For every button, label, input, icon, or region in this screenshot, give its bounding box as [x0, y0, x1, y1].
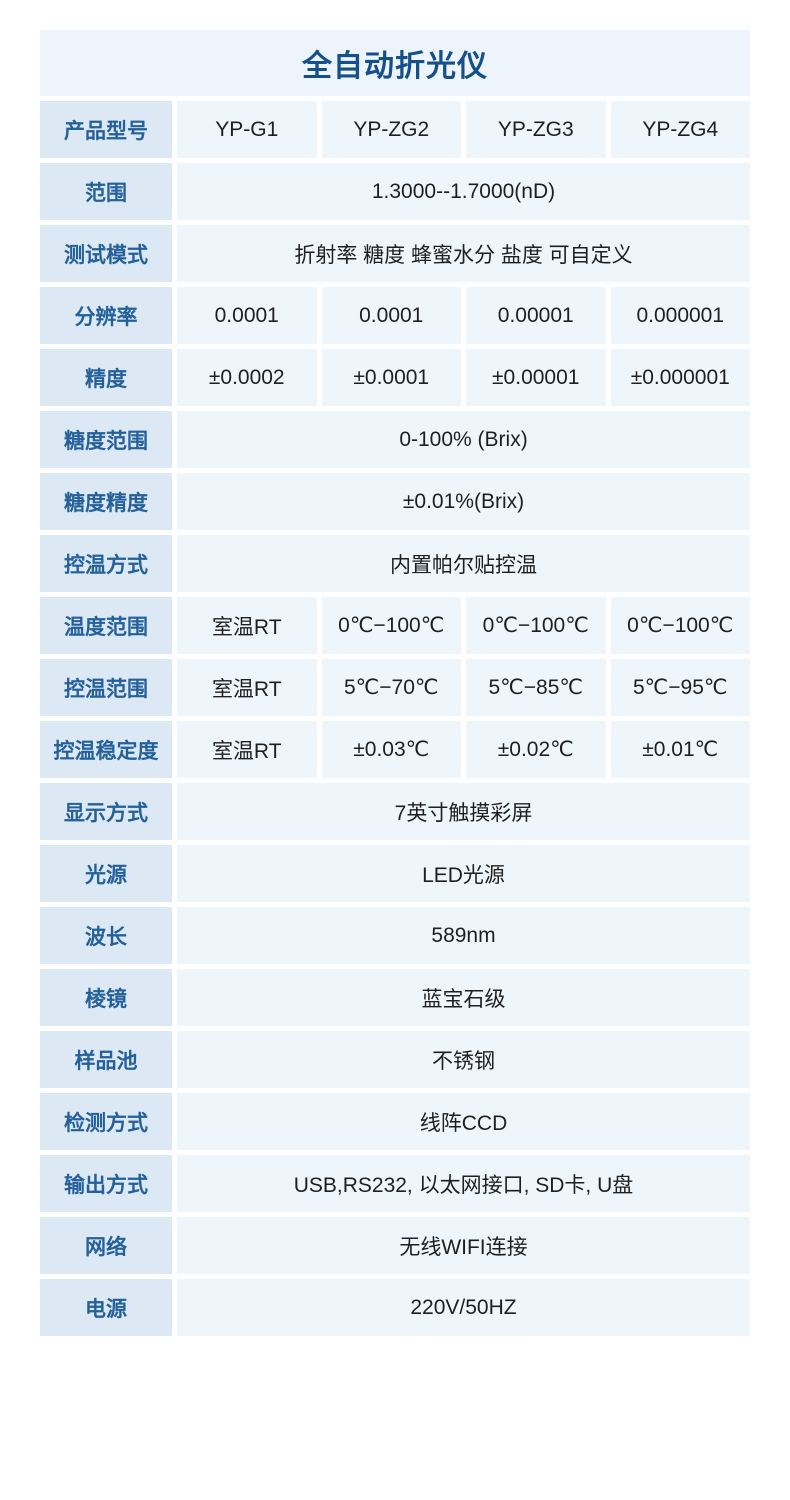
spec-value: 室温RT	[177, 721, 317, 778]
spec-value: 1.3000--1.7000(nD)	[177, 163, 750, 220]
spec-label: 网络	[40, 1217, 172, 1274]
spec-value: ±0.0002	[177, 349, 317, 406]
spec-label: 控温稳定度	[40, 721, 172, 778]
spec-value: YP-ZG4	[610, 101, 750, 158]
spec-label: 精度	[40, 349, 172, 406]
table-row: 控温稳定度 室温RT ±0.03℃ ±0.02℃ ±0.01℃	[40, 721, 750, 778]
table-row: 样品池 不锈钢	[40, 1031, 750, 1088]
spec-label: 检测方式	[40, 1093, 172, 1150]
spec-value: 蓝宝石级	[177, 969, 750, 1026]
spec-value: 0-100% (Brix)	[177, 411, 750, 468]
spec-value: 线阵CCD	[177, 1093, 750, 1150]
spec-value: 0.00001	[466, 287, 606, 344]
spec-table: 全自动折光仪 产品型号 YP-G1 YP-ZG2 YP-ZG3 YP-ZG4 范…	[40, 30, 750, 1336]
table-row: 波长 589nm	[40, 907, 750, 964]
spec-value: YP-ZG3	[466, 101, 606, 158]
spec-label: 样品池	[40, 1031, 172, 1088]
page-title: 全自动折光仪	[40, 30, 750, 96]
table-row: 糖度范围 0-100% (Brix)	[40, 411, 750, 468]
spec-value: ±0.0001	[321, 349, 461, 406]
spec-label: 范围	[40, 163, 172, 220]
spec-value: ±0.000001	[610, 349, 750, 406]
spec-value: ±0.00001	[466, 349, 606, 406]
spec-label: 测试模式	[40, 225, 172, 282]
table-row: 输出方式 USB,RS232, 以太网接口, SD卡, U盘	[40, 1155, 750, 1212]
spec-value: 5℃−70℃	[321, 659, 461, 716]
spec-label: 显示方式	[40, 783, 172, 840]
spec-label: 温度范围	[40, 597, 172, 654]
spec-value: 5℃−85℃	[466, 659, 606, 716]
table-row: 显示方式 7英寸触摸彩屏	[40, 783, 750, 840]
spec-value: USB,RS232, 以太网接口, SD卡, U盘	[177, 1155, 750, 1212]
spec-value: 0.0001	[321, 287, 461, 344]
table-row: 糖度精度 ±0.01%(Brix)	[40, 473, 750, 530]
spec-value: 0℃−100℃	[321, 597, 461, 654]
spec-value: 折射率 糖度 蜂蜜水分 盐度 可自定义	[177, 225, 750, 282]
spec-label: 控温范围	[40, 659, 172, 716]
spec-value: 0℃−100℃	[610, 597, 750, 654]
spec-value: YP-ZG2	[321, 101, 461, 158]
spec-label: 糖度精度	[40, 473, 172, 530]
table-row: 范围 1.3000--1.7000(nD)	[40, 163, 750, 220]
spec-value: 589nm	[177, 907, 750, 964]
spec-value: 0.000001	[610, 287, 750, 344]
spec-value: 室温RT	[177, 597, 317, 654]
spec-label: 棱镜	[40, 969, 172, 1026]
table-row: 测试模式 折射率 糖度 蜂蜜水分 盐度 可自定义	[40, 225, 750, 282]
spec-value: YP-G1	[177, 101, 317, 158]
spec-value: LED光源	[177, 845, 750, 902]
spec-value: 内置帕尔贴控温	[177, 535, 750, 592]
spec-value: 无线WIFI连接	[177, 1217, 750, 1274]
table-row: 网络 无线WIFI连接	[40, 1217, 750, 1274]
table-row: 棱镜 蓝宝石级	[40, 969, 750, 1026]
table-row: 检测方式 线阵CCD	[40, 1093, 750, 1150]
spec-label: 输出方式	[40, 1155, 172, 1212]
spec-value: ±0.03℃	[321, 721, 461, 778]
spec-label: 糖度范围	[40, 411, 172, 468]
spec-value: 5℃−95℃	[610, 659, 750, 716]
spec-value: 室温RT	[177, 659, 317, 716]
spec-value: 220V/50HZ	[177, 1279, 750, 1336]
spec-label: 分辨率	[40, 287, 172, 344]
table-row: 产品型号 YP-G1 YP-ZG2 YP-ZG3 YP-ZG4	[40, 101, 750, 158]
spec-value: 不锈钢	[177, 1031, 750, 1088]
table-row: 电源 220V/50HZ	[40, 1279, 750, 1336]
spec-label: 控温方式	[40, 535, 172, 592]
spec-label: 光源	[40, 845, 172, 902]
spec-value: 7英寸触摸彩屏	[177, 783, 750, 840]
table-row: 精度 ±0.0002 ±0.0001 ±0.00001 ±0.000001	[40, 349, 750, 406]
spec-label: 电源	[40, 1279, 172, 1336]
table-row: 控温方式 内置帕尔贴控温	[40, 535, 750, 592]
table-row: 分辨率 0.0001 0.0001 0.00001 0.000001	[40, 287, 750, 344]
table-row: 光源 LED光源	[40, 845, 750, 902]
spec-value: 0℃−100℃	[466, 597, 606, 654]
spec-value: 0.0001	[177, 287, 317, 344]
spec-value: ±0.01%(Brix)	[177, 473, 750, 530]
table-row: 控温范围 室温RT 5℃−70℃ 5℃−85℃ 5℃−95℃	[40, 659, 750, 716]
spec-value: ±0.02℃	[466, 721, 606, 778]
spec-label: 产品型号	[40, 101, 172, 158]
spec-label: 波长	[40, 907, 172, 964]
table-row: 温度范围 室温RT 0℃−100℃ 0℃−100℃ 0℃−100℃	[40, 597, 750, 654]
spec-value: ±0.01℃	[610, 721, 750, 778]
